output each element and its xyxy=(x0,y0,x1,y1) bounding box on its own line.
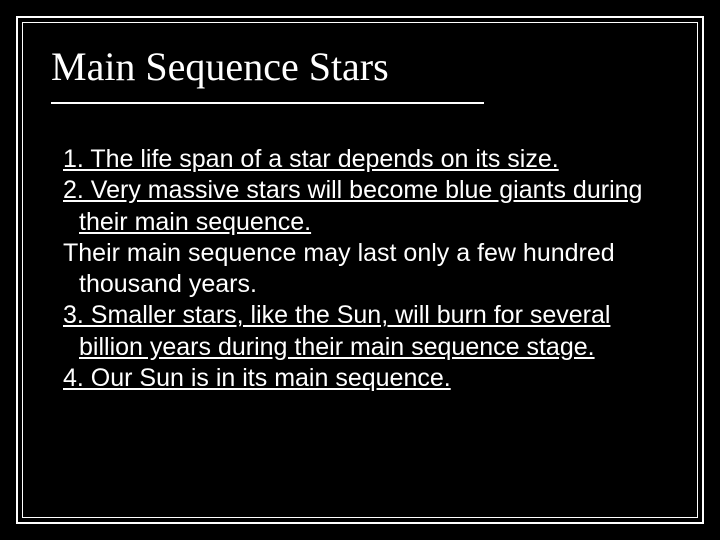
list-item: 2. Very massive stars will become blue g… xyxy=(51,175,669,238)
list-item-text: 3. Smaller stars, like the Sun, will bur… xyxy=(63,301,610,360)
list-item-text: Their main sequence may last only a few … xyxy=(63,239,615,298)
list-item-text: 2. Very massive stars will become blue g… xyxy=(63,176,642,235)
list-item: 4. Our Sun is in its main sequence. xyxy=(51,363,669,394)
list-item: Their main sequence may last only a few … xyxy=(51,238,669,301)
slide-outer-border: Main Sequence Stars 1. The life span of … xyxy=(16,16,704,524)
slide-body: 1. The life span of a star depends on it… xyxy=(51,144,669,394)
slide-inner-border: Main Sequence Stars 1. The life span of … xyxy=(22,22,698,518)
list-item-text: 1. The life span of a star depends on it… xyxy=(63,145,559,173)
list-item: 3. Smaller stars, like the Sun, will bur… xyxy=(51,300,669,363)
list-item: 1. The life span of a star depends on it… xyxy=(51,144,669,175)
list-item-text: 4. Our Sun is in its main sequence. xyxy=(63,364,451,392)
title-divider xyxy=(51,102,484,104)
slide-title: Main Sequence Stars xyxy=(51,43,669,90)
